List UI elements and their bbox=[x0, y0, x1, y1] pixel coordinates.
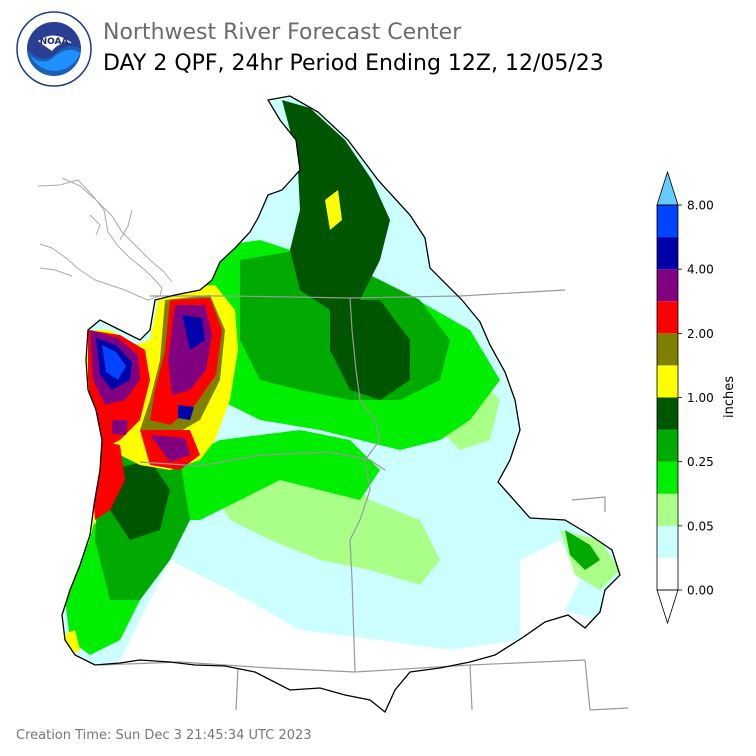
colorbar-tick-label: 0.25 bbox=[687, 455, 714, 469]
colorbar-tick-label: 0.05 bbox=[687, 519, 714, 533]
colorbar-tick-label: 8.00 bbox=[687, 199, 714, 213]
colorbar-ticks: 0.00 0.05 0.25 1.00 2.00 4.00 8.00 bbox=[678, 199, 714, 598]
colorbar-level-10 bbox=[657, 237, 678, 270]
colorbar-level-0 bbox=[657, 557, 678, 590]
chart-subtitle: DAY 2 QPF, 24hr Period Ending 12Z, 12/05… bbox=[103, 51, 604, 76]
colorbar-level-1 bbox=[657, 525, 678, 558]
logo-text: NOAA bbox=[40, 37, 69, 47]
state-boundaries bbox=[99, 289, 629, 711]
colorbar-level-8 bbox=[657, 301, 678, 334]
noaa-logo: NOAA bbox=[16, 11, 92, 87]
colorbar-level-9 bbox=[657, 269, 678, 302]
colorbar-tick-label: 1.00 bbox=[687, 391, 714, 405]
coastline-outline bbox=[37, 177, 173, 301]
colorbar-tick-label: 4.00 bbox=[687, 263, 714, 277]
colorbar-level-4 bbox=[657, 429, 678, 462]
colorbar-tick-label: 0.00 bbox=[687, 584, 714, 598]
colorbar-tick-label: 2.00 bbox=[687, 327, 714, 341]
colorbar-level-7 bbox=[657, 333, 678, 366]
colorbar-level-5 bbox=[657, 397, 678, 430]
colorbar-label: inches bbox=[722, 376, 737, 418]
colorbar-level-3 bbox=[657, 461, 678, 494]
colorbar-level-6 bbox=[657, 365, 678, 398]
colorbar-level-11 bbox=[657, 205, 678, 238]
colorbar-extend-max bbox=[656, 170, 679, 206]
colorbar-level-2 bbox=[657, 493, 678, 526]
colorbar-extend-min bbox=[656, 589, 679, 625]
basin-outline bbox=[61, 95, 621, 714]
chart-title: Northwest River Forecast Center bbox=[103, 20, 462, 45]
creation-time: Creation Time: Sun Dec 3 21:45:34 UTC 20… bbox=[16, 728, 312, 743]
colorbar-levels bbox=[656, 170, 679, 625]
